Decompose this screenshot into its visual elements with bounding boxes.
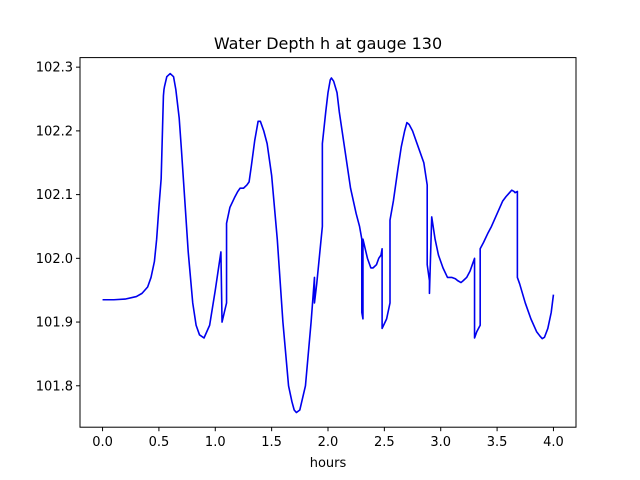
plot-area-frame xyxy=(79,57,577,428)
x-axis: 0.0 0.5 1.0 1.5 2.0 2.5 3.0 3.5 4.0 xyxy=(92,427,564,450)
x-tick-label: 4.0 xyxy=(543,435,564,450)
y-tick-label: 102.1 xyxy=(36,188,73,203)
y-tick-label: 102.0 xyxy=(36,252,73,267)
x-tick-label: 1.0 xyxy=(205,435,226,450)
x-tick-label: 1.5 xyxy=(261,435,282,450)
chart-title: Water Depth h at gauge 130 xyxy=(214,34,442,53)
x-tick-label: 2.5 xyxy=(374,435,395,450)
series-line xyxy=(102,72,555,414)
x-tick-label: 3.0 xyxy=(430,435,451,450)
x-tick-label: 0.5 xyxy=(149,435,170,450)
y-tick-label: 102.2 xyxy=(36,124,73,139)
series-layer xyxy=(102,72,555,414)
y-axis: 101.8 101.9 102.0 102.1 102.2 102.3 xyxy=(36,61,80,394)
y-tick-label: 101.9 xyxy=(36,316,73,331)
x-tick-label: 0.0 xyxy=(92,435,113,450)
x-tick-label: 3.5 xyxy=(487,435,508,450)
x-axis-label: hours xyxy=(310,456,347,471)
y-tick-label: 102.3 xyxy=(36,61,73,76)
x-tick-label: 2.0 xyxy=(318,435,339,450)
y-tick-label: 101.8 xyxy=(36,379,73,394)
